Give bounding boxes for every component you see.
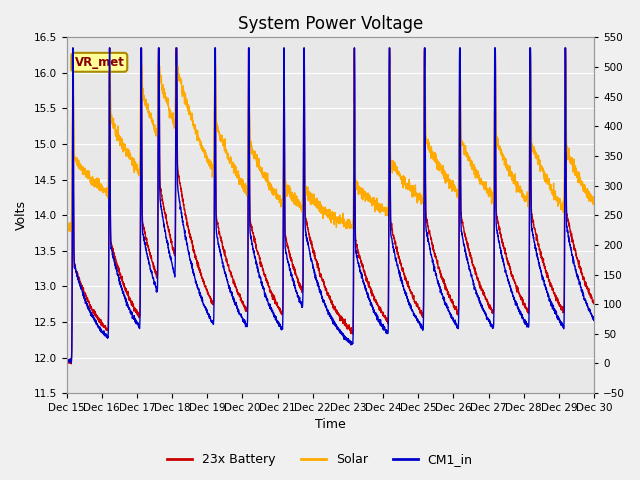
- Legend: 23x Battery, Solar, CM1_in: 23x Battery, Solar, CM1_in: [163, 448, 477, 471]
- Title: System Power Voltage: System Power Voltage: [237, 15, 423, 33]
- Y-axis label: Volts: Volts: [15, 200, 28, 230]
- X-axis label: Time: Time: [315, 419, 346, 432]
- Text: VR_met: VR_met: [74, 56, 124, 69]
